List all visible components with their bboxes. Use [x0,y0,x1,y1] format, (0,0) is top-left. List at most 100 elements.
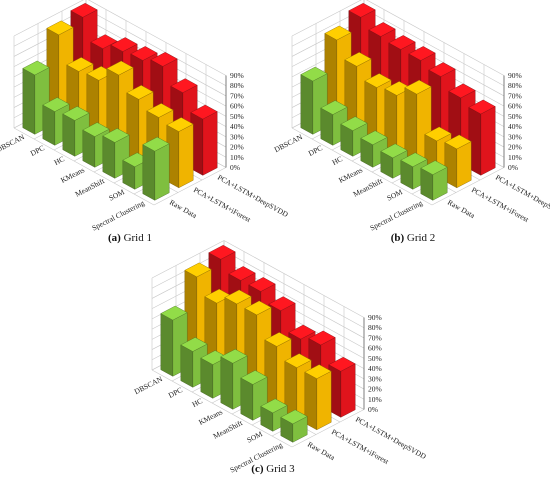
bar-face [202,111,218,176]
bar-top [42,97,70,112]
bar-pca-lstm-deepsvdd-spectral-clustering [190,104,218,176]
z-tick-label: 30% [508,132,522,141]
caption-grid-3-text: Grid 3 [266,463,295,475]
bar-top [444,134,472,150]
x-category-label: KMeans [59,165,86,185]
caption-grid-2-label: (b) [390,232,405,244]
bar-raw-data-som [260,398,288,432]
wall-grid-line [223,240,365,318]
bar-raw-data-hc [340,116,368,157]
wall-grid-line [85,8,227,86]
z-tick-label: 80% [508,81,522,90]
bar-side [240,377,254,421]
chart-grid-1-svg: 0%10%20% 30%40%50%60% 70%80%90% DBSCAN DPC HC… [0,0,290,232]
caption-grid-2: (b) Grid 2 [338,232,488,244]
bar-top [190,104,218,120]
bar-top [130,46,158,61]
bar-top [142,136,170,152]
bar-top [288,324,316,340]
x-category-label: KMeans [197,407,224,427]
x-category-label: SOM [385,187,404,203]
x-category-label: MeanShift [212,418,245,441]
x-category-label: DPC [29,143,46,158]
wall-grid-line [223,250,365,328]
x-category-label: SOM [245,429,264,445]
z-tick-label: 10% [508,153,522,162]
bar-top [170,78,198,93]
bar-top [260,398,288,414]
bar-pca-lstm-deepsvdd-spectral-clustering [468,99,496,176]
chart-grid-3: 0% 10% 20% 30% 40% 50% 60% 70% 80% 90% DBSCAN DPC HC… [133,240,428,474]
x-category-label: DBSCAN [273,132,305,154]
z-tick-label: 30% [230,132,244,141]
bar-top [126,85,154,100]
bar-top [380,143,408,159]
bar-top [184,262,212,278]
bar-top [424,126,452,142]
wall-grid-line [366,0,505,76]
caption-grid-1-label: (a) [108,232,121,244]
z-tick-label: 0% [508,163,518,172]
y-category-label: Raw Data [168,198,199,221]
chart-grid-2: 0% 10% 20% 30% 40% 50% 60% 70% 80% 90% DBSCAN DPC HC… [273,0,550,232]
bar-raw-data-spectral-clustering [280,409,308,443]
bar-top [264,332,292,347]
chart-grid-3-svg: 0%10%20% 30%40%50%60% 70%80%90% DBSCAN DPC HC… [133,240,428,474]
bar-side [22,68,35,135]
bar-top [364,73,392,88]
x-category-label: MeanShift [74,176,107,199]
z-tick-label: 20% [230,143,244,152]
wall-grid-line [88,0,227,76]
z-tick-label: 90% [508,71,522,80]
bar-top [240,370,268,385]
wall-grid-line [363,8,505,86]
bar-top [420,160,448,175]
bar-face [480,106,496,176]
bar-top [360,130,388,146]
bar-top [388,35,416,50]
z-tick-labels: 0%10%20% 30%40%50%60% 70%80%90% [508,71,522,172]
z-tick-label: 90% [368,313,382,322]
x-category-label: KMeans [337,165,364,185]
x-category-label: HC [191,396,204,409]
bar-side [142,144,156,201]
x-category-label: HC [331,154,344,167]
bars [160,244,356,443]
bar-top [180,337,208,352]
floor-grid-line [291,409,365,448]
bar-top [82,122,110,137]
bar-pca-lstm-deepsvdd-spectral-clustering [328,356,356,418]
bar-side [300,74,313,135]
z-tick-label: 60% [230,102,244,111]
bar-top [228,266,256,281]
bars [300,2,496,201]
bar-top [324,25,352,41]
bar-pca-lstm-iforest-spectral-clustering [304,364,332,431]
bar-top [304,364,332,379]
bar-top [150,52,178,67]
bar-top [344,52,372,67]
bar-top [22,60,50,76]
z-tick-label: 10% [368,395,382,404]
chart-grid-1: 0% 10% 20% 30% 40% 50% 60% 70% 80% 90% DBSCAN DPC HC… [0,0,290,232]
z-tick-label: 40% [368,364,382,373]
x-category-label: DBSCAN [133,374,165,396]
floor-grid-line [291,127,433,206]
bar-top [448,83,476,99]
z-tick-label: 0% [368,405,378,414]
bar-top [160,305,188,321]
x-category-label: DBSCAN [0,132,26,154]
bar-top [220,348,248,364]
x-category-label: MeanShift [352,176,385,199]
caption-grid-2-text: Grid 2 [406,232,436,244]
bar-top [62,106,90,121]
z-tick-labels: 0%10%20% 30%40%50%60% 70%80%90% [230,71,244,172]
z-tick-label: 0% [230,163,240,172]
bar-raw-data-spectral-clustering [420,160,448,201]
z-tick-label: 70% [508,91,522,100]
caption-grid-1: (a) Grid 1 [55,232,205,244]
z-tick-label: 30% [368,374,382,383]
bar-side [160,313,173,377]
bar-face [456,141,472,189]
wall-grid-line [151,240,225,279]
